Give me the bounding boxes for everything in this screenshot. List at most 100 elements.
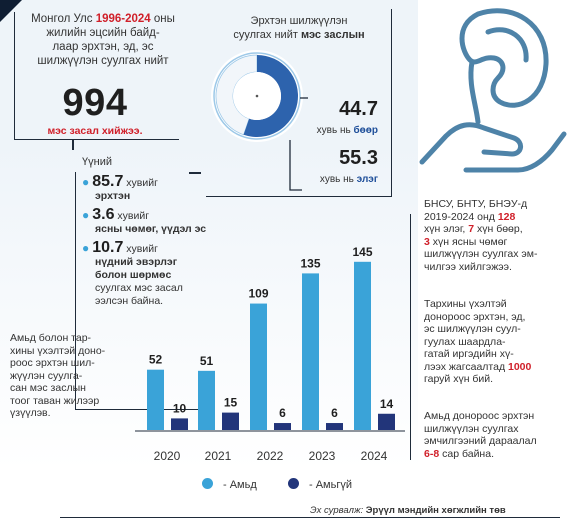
side-line: үзүүлэв. [10, 407, 51, 419]
rp2-l6-num: 1000 [508, 360, 532, 373]
intro-line1-post: оны [150, 13, 175, 25]
donut-leader-lines [289, 97, 308, 191]
side-line: сан мэс заслын [10, 382, 86, 394]
right-bracket [410, 214, 418, 460]
donut-segment-liver [243, 55, 298, 137]
cornea-unit: хувийг [123, 243, 158, 255]
legend-deceased-label: - Амьгүй [309, 479, 353, 491]
intro-line1-pre: Монгол Улс [31, 13, 96, 25]
kidney-pct: 44.7 [339, 98, 378, 120]
marrow-label: ясны чөмөг, үүдэл эс [95, 223, 207, 235]
rp1-l5: шилжүүлэн суулгах эм- [424, 248, 538, 260]
intro-text: Монгол Улс 1996-2024 оны жилийн эцсийн б… [18, 12, 188, 68]
data-label-deceased-2020: 10 [173, 401, 187, 415]
intro-line2: жилийн эцсийн байд- [46, 27, 160, 39]
rp3-l2: шилжүүлэн суулгах [424, 422, 519, 435]
rp3-l3: эмчилгээний дараалал [424, 435, 537, 447]
bar-living-2023 [302, 273, 319, 430]
rp1-l2-num: 128 [497, 210, 516, 223]
data-label-deceased-2021: 15 [224, 396, 238, 410]
bar-living-2021 [198, 370, 215, 430]
donut-title-line2-bold: мэс заслын [300, 29, 365, 41]
data-label-living-2024: 145 [352, 245, 372, 259]
rp2-l6-pre: лээх жагсаалтад [424, 360, 508, 373]
donut-title-line1: Эрхтэн шилжүүлэн [250, 15, 348, 27]
rp3-l1: Амьд донороос эрхтэн [424, 410, 535, 422]
breakdown-cornea: ● 10.7 хувийг нүдний эвэрлэг болон шөрмөс… [82, 239, 183, 308]
rp1-l6: чилгээ хийлгэжээ. [424, 260, 512, 273]
rp2-l5: гатай иргэдийн хү- [424, 348, 514, 360]
bar-deceased-2023 [326, 423, 343, 430]
cornea-pct: 10.7 [92, 239, 124, 256]
rp1-l4-post: хүн ясны чөмөг [429, 235, 508, 248]
organ-unit: хувийг [123, 177, 158, 189]
bottom-rule [60, 517, 560, 518]
items-tail-2: ээлсэн байна. [95, 295, 164, 307]
breakdown-organ: ● 85.7 хувийг эрхтэн [82, 173, 158, 203]
side-line: роос эрхтэн шил- [10, 357, 95, 369]
x-tick-2020: 2020 [154, 449, 181, 463]
rp2-l1: Тархины үхэлтэй [424, 298, 507, 310]
total-surgeries-label: мэс засал хийжээ. [47, 125, 143, 137]
x-tick-2024: 2024 [361, 449, 388, 463]
rp3-l4-post: сар байна. [439, 447, 494, 460]
source-label: Эх сурвалж: [310, 505, 366, 516]
intro-line4: шилжүүлэн суулгах нийт [37, 55, 169, 67]
side-line: тоог таван жилээр [10, 394, 100, 407]
rp2-l2: донороос эрхтэн, эд, [424, 310, 526, 323]
rp1-l2-pre: 2019-2024 онд [424, 210, 498, 223]
data-label-living-2021: 51 [200, 354, 214, 368]
donut-outer-ring [213, 52, 301, 140]
kidney-label: бөөр [353, 125, 378, 136]
of-which-label: Үүний [82, 156, 112, 168]
source-note: Эх сурвалж: Эрүүл мэндийн хөгжлийн төв [310, 505, 506, 516]
x-tick-2023: 2023 [309, 449, 336, 463]
kidney-share: 44.7 хувь нь бөөр [298, 98, 378, 138]
rp1-l4-num: 3 [424, 235, 430, 248]
bar-deceased-2020 [171, 418, 188, 430]
bullet-icon: ● [82, 175, 90, 189]
legend-deceased-swatch [288, 478, 299, 489]
donut-center-dot [255, 94, 259, 98]
intro-frame [14, 12, 179, 140]
x-tick-2022: 2022 [257, 449, 284, 463]
intro-line3: лаар эрхтэн, эд, эс [52, 41, 154, 53]
donut-card [206, 9, 392, 197]
bar-deceased-2024 [378, 413, 395, 430]
bar-living-2022 [250, 303, 267, 430]
marrow-pct: 3.6 [92, 206, 115, 223]
rp2-l7: гаруй хүн бий. [424, 373, 494, 385]
source-name: Эрүүл мэндийн хөгжлийн төв [365, 505, 506, 516]
rp1-l3-post: хүн бөөр, [474, 223, 523, 235]
side-line: Амьд болон тар- [10, 332, 92, 344]
cornea-label-1: нүдний эвэрлэг [95, 256, 178, 268]
chart-description: Амьд болон тар- хины үхэлтэй доно- роос … [10, 332, 130, 420]
bullet-icon: ● [82, 241, 90, 255]
organ-donut-chart [211, 50, 303, 142]
kidney-unit: хувь нь [316, 125, 354, 136]
bar-deceased-2021 [222, 412, 239, 430]
legend-living-label: - Амьд [223, 479, 257, 491]
waiting-list-text: Тархины үхэлтэй донороос эрхтэн, эд, эс … [424, 298, 562, 386]
living-donor-queue-text: Амьд донороос эрхтэн шилжүүлэн суулгах э… [424, 410, 562, 460]
legend-living-swatch [202, 478, 213, 489]
legend-deceased: - Амьгүй [288, 478, 352, 491]
side-line: хины үхэлтэй доно- [10, 344, 106, 357]
rp1-l1: БНСУ, БНТУ, БНЭУ-д [424, 198, 528, 210]
liver-share: 55.3 хувь нь элэг [298, 147, 378, 187]
legend-living: - Амьд [202, 478, 257, 491]
rp2-l3: эс шилжүүлэн суул- [424, 323, 521, 335]
bar-living-2020 [147, 369, 164, 430]
items-tail-1: суулгах мэс засал [95, 282, 183, 294]
rp2-l4: гуулах шаардла- [424, 335, 506, 348]
data-label-deceased-2024: 14 [380, 397, 394, 411]
connector-line [72, 140, 74, 150]
abroad-transplants-text: БНСУ, БНТУ, БНЭУ-д 2019-2024 онд 128 хүн… [424, 198, 562, 273]
rp1-l3-pre: хүн элэг, [424, 223, 469, 235]
data-label-deceased-2022: 6 [279, 406, 286, 420]
organ-pct: 85.7 [92, 173, 124, 190]
donut-title-line2-pre: суулгах нийт [233, 29, 301, 41]
liver-unit: хувь нь [319, 174, 357, 185]
rp3-l4-num: 6-8 [424, 447, 440, 460]
bar-deceased-2022 [274, 423, 291, 430]
